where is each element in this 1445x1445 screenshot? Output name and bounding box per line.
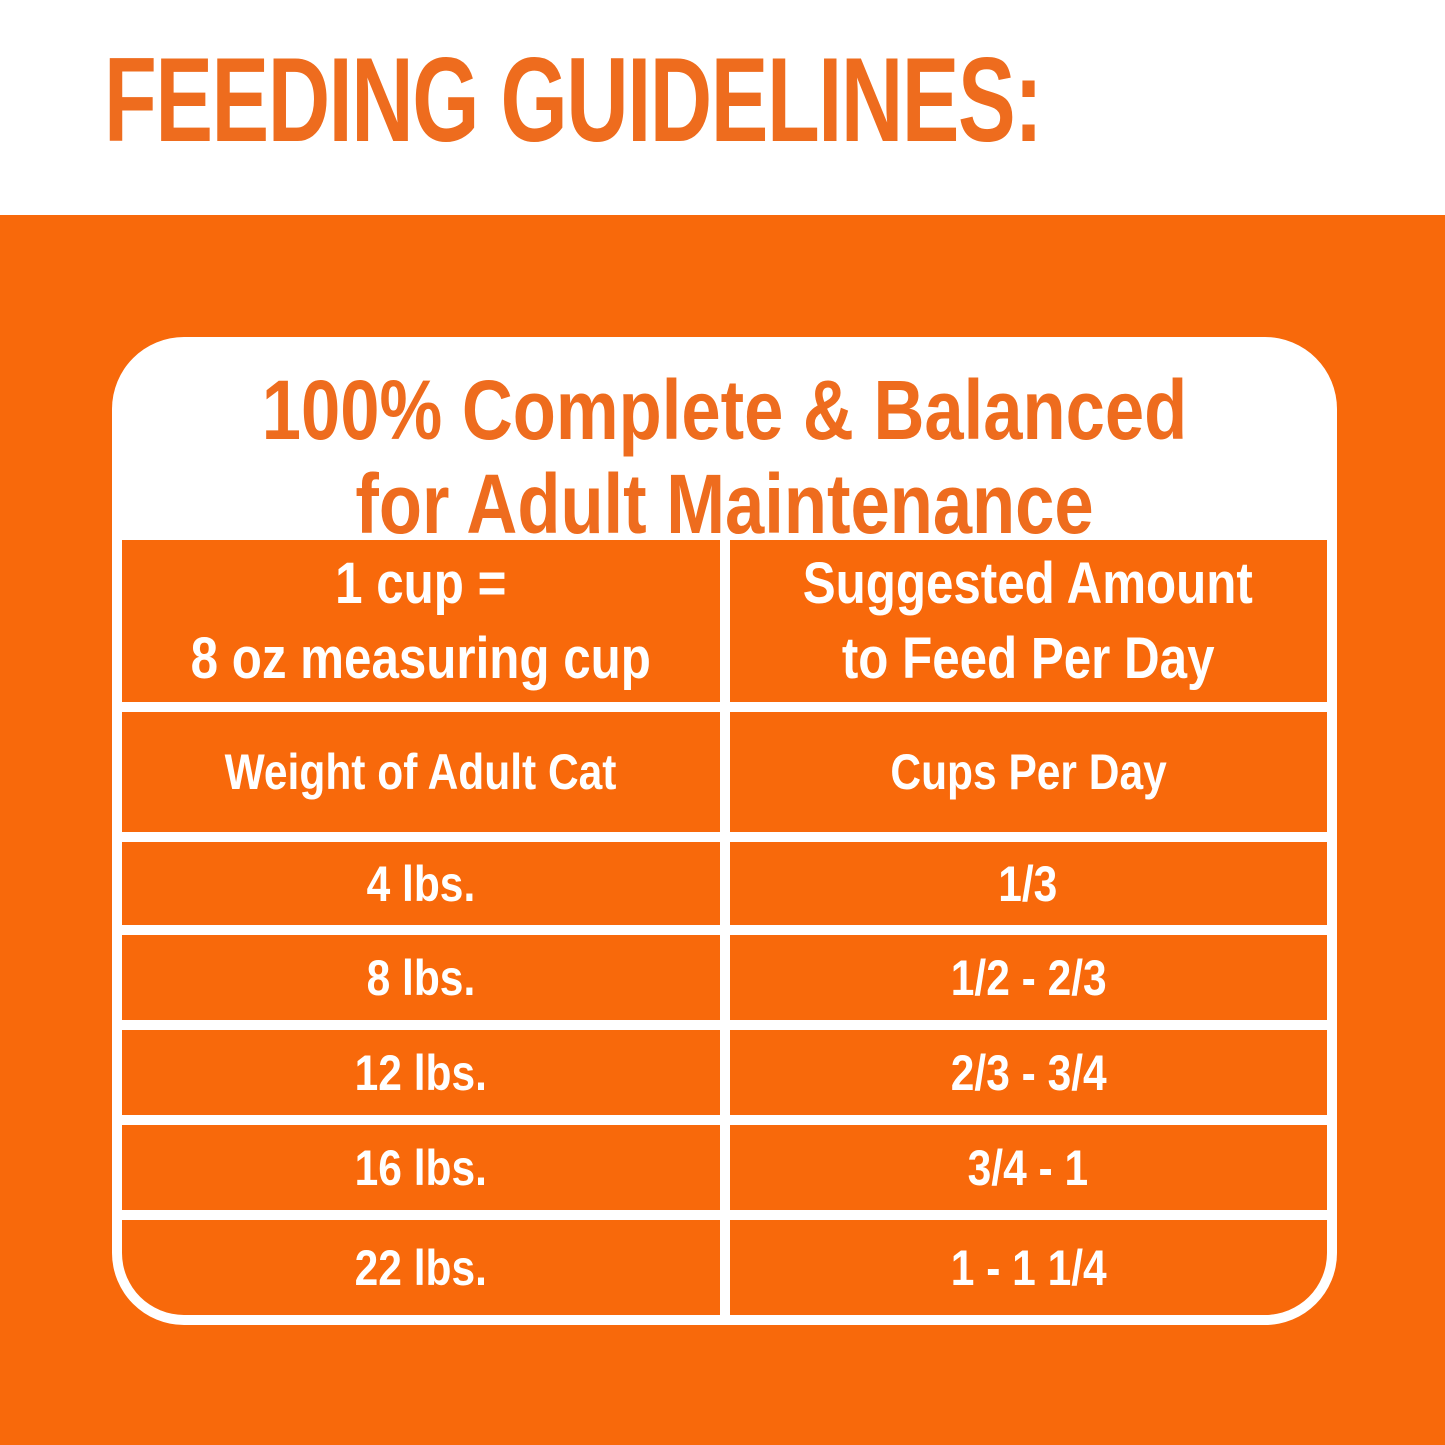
card-title: 100% Complete & Balanced for Adult Maint…: [210, 363, 1239, 551]
table-row-weight: 12 lbs.: [122, 1030, 720, 1115]
amount-header-line2: to Feed Per Day: [841, 626, 1215, 691]
amount-header-line1: Suggested Amount: [803, 550, 1254, 616]
feeding-table: 1 cup = 8 oz measuring cup Suggested Amo…: [122, 540, 1327, 1315]
table-row-weight: 4 lbs.: [122, 842, 720, 925]
measure-header-line2: 8 oz measuring cup: [190, 626, 651, 691]
column-header-cups: Cups Per Day: [729, 712, 1327, 832]
table-row-cups: 1 - 1 1/4: [729, 1220, 1327, 1315]
table-row-cups: 2/3 - 3/4: [729, 1030, 1327, 1115]
guidelines-card: 100% Complete & Balanced for Adult Maint…: [112, 337, 1337, 1325]
table-row-weight: 16 lbs.: [122, 1125, 720, 1210]
table-row-cups: 1/3: [729, 842, 1327, 925]
card-title-line2: for Adult Maintenance: [355, 457, 1094, 552]
table-row-weight: 8 lbs.: [122, 935, 720, 1020]
table-row-cups: 3/4 - 1: [729, 1125, 1327, 1210]
page-title: FEEDING GUIDELINES:: [104, 33, 1043, 167]
card-title-line1: 100% Complete & Balanced: [261, 363, 1188, 457]
top-white-band: FEEDING GUIDELINES:: [0, 0, 1445, 215]
table-row-weight: 22 lbs.: [122, 1220, 720, 1315]
measure-header-cell: 1 cup = 8 oz measuring cup: [122, 540, 720, 702]
measure-header-line1: 1 cup =: [335, 550, 507, 616]
column-header-weight: Weight of Adult Cat: [122, 712, 720, 832]
table-row-cups: 1/2 - 2/3: [729, 935, 1327, 1020]
amount-header-cell: Suggested Amount to Feed Per Day: [729, 540, 1327, 702]
